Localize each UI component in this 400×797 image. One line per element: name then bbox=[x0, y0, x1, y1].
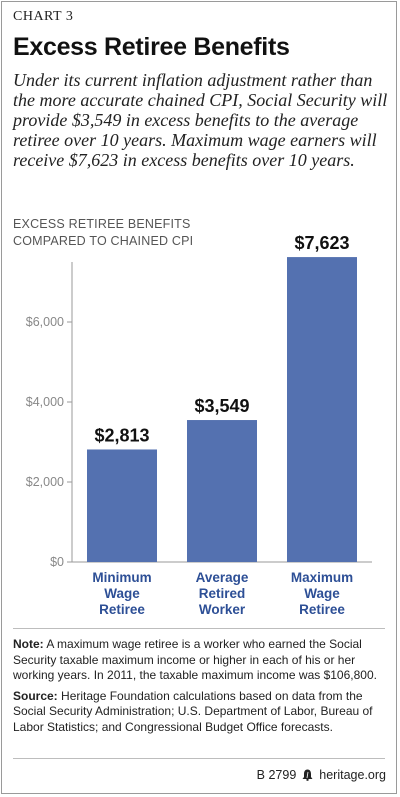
chart-title: Excess Retiree Benefits bbox=[13, 33, 290, 61]
notes-block: Note: A maximum wage retiree is a worker… bbox=[13, 637, 385, 740]
bar-value-label: $3,549 bbox=[194, 396, 249, 416]
bar-value-label: $2,813 bbox=[94, 425, 149, 445]
x-category-label: Retired bbox=[199, 586, 246, 601]
liberty-bell-icon bbox=[302, 769, 313, 781]
bar bbox=[287, 257, 357, 562]
bar bbox=[87, 449, 157, 562]
x-category-label: Wage bbox=[304, 586, 340, 601]
x-category-label: Retiree bbox=[99, 602, 145, 617]
chart-subtitle: Under its current inflation adjustment r… bbox=[13, 70, 388, 170]
note-text: A maximum wage retiree is a worker who e… bbox=[13, 637, 377, 682]
note-paragraph: Note: A maximum wage retiree is a worker… bbox=[13, 637, 385, 684]
x-category-label: Worker bbox=[199, 602, 246, 617]
x-category-label: Minimum bbox=[92, 570, 151, 585]
y-tick-label: $6,000 bbox=[26, 315, 64, 329]
bar-value-label: $7,623 bbox=[294, 233, 349, 253]
source-text: Heritage Foundation calculations based o… bbox=[13, 688, 373, 734]
x-category-label: Average bbox=[196, 570, 249, 585]
y-axis-label: EXCESS RETIREE BENEFITS COMPARED TO CHAI… bbox=[13, 217, 194, 248]
bar bbox=[187, 420, 257, 562]
y-tick-label: $2,000 bbox=[26, 475, 64, 489]
site-name: heritage.org bbox=[319, 768, 386, 782]
source-paragraph: Source: Heritage Foundation calculations… bbox=[13, 689, 385, 736]
bulletin-code: B 2799 bbox=[256, 768, 297, 782]
x-category-label: Wage bbox=[104, 586, 140, 601]
note-label: Note: bbox=[13, 637, 44, 651]
x-category-label: Retiree bbox=[299, 602, 345, 617]
footer-divider bbox=[13, 758, 385, 759]
y-tick-label: $4,000 bbox=[26, 395, 64, 409]
y-tick-label: $0 bbox=[50, 555, 64, 569]
chart-number: CHART 3 bbox=[13, 9, 74, 24]
footer: B 2799 heritage.org bbox=[257, 768, 386, 782]
bar-chart: $0$2,000$4,000$6,000 $2,813MinimumWageRe… bbox=[26, 233, 372, 617]
x-category-label: Maximum bbox=[291, 570, 353, 585]
source-label: Source: bbox=[13, 688, 58, 703]
notes-divider bbox=[13, 628, 385, 629]
